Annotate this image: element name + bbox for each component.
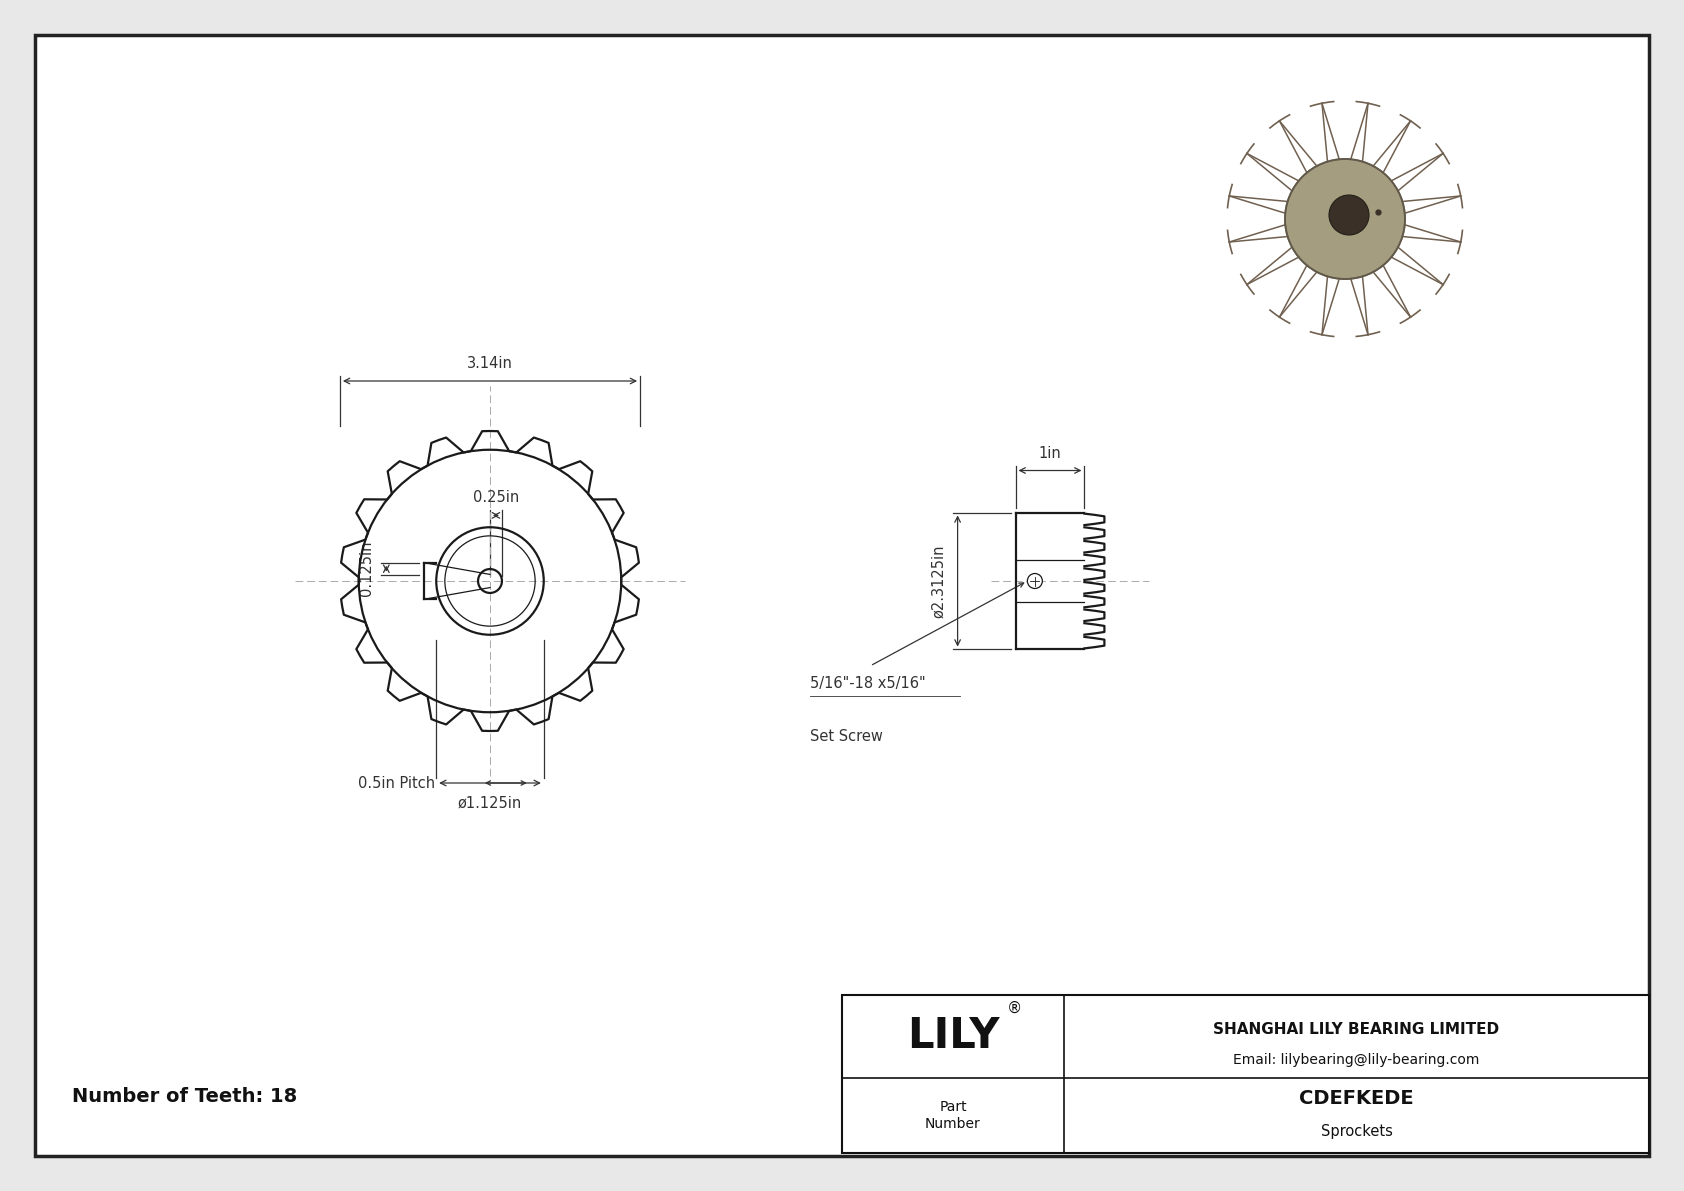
Text: 1in: 1in — [1039, 445, 1061, 461]
Text: ø1.125in: ø1.125in — [458, 796, 522, 810]
Text: 3.14in: 3.14in — [466, 356, 514, 372]
Text: 0.125in: 0.125in — [359, 541, 374, 597]
Text: LILY: LILY — [906, 1016, 999, 1058]
Text: CDEFKEDE: CDEFKEDE — [1298, 1090, 1415, 1109]
Text: SHANGHAI LILY BEARING LIMITED: SHANGHAI LILY BEARING LIMITED — [1214, 1022, 1499, 1037]
Text: 5/16"-18 x5/16": 5/16"-18 x5/16" — [810, 676, 926, 691]
Text: Email: lilybearing@lily-bearing.com: Email: lilybearing@lily-bearing.com — [1233, 1053, 1480, 1067]
Circle shape — [1027, 574, 1042, 588]
Text: Set Screw: Set Screw — [810, 729, 882, 744]
Text: ø2.3125in: ø2.3125in — [931, 544, 946, 618]
Circle shape — [1285, 160, 1404, 279]
Text: Part
Number: Part Number — [925, 1100, 980, 1130]
Text: 0.25in: 0.25in — [473, 491, 519, 505]
Bar — [842, 994, 1649, 1153]
Circle shape — [1329, 195, 1369, 235]
Text: Number of Teeth: 18: Number of Teeth: 18 — [72, 1086, 298, 1105]
Text: Sprockets: Sprockets — [1320, 1124, 1393, 1140]
Text: 0.5in Pitch: 0.5in Pitch — [359, 775, 434, 791]
Text: ®: ® — [1007, 1000, 1022, 1016]
